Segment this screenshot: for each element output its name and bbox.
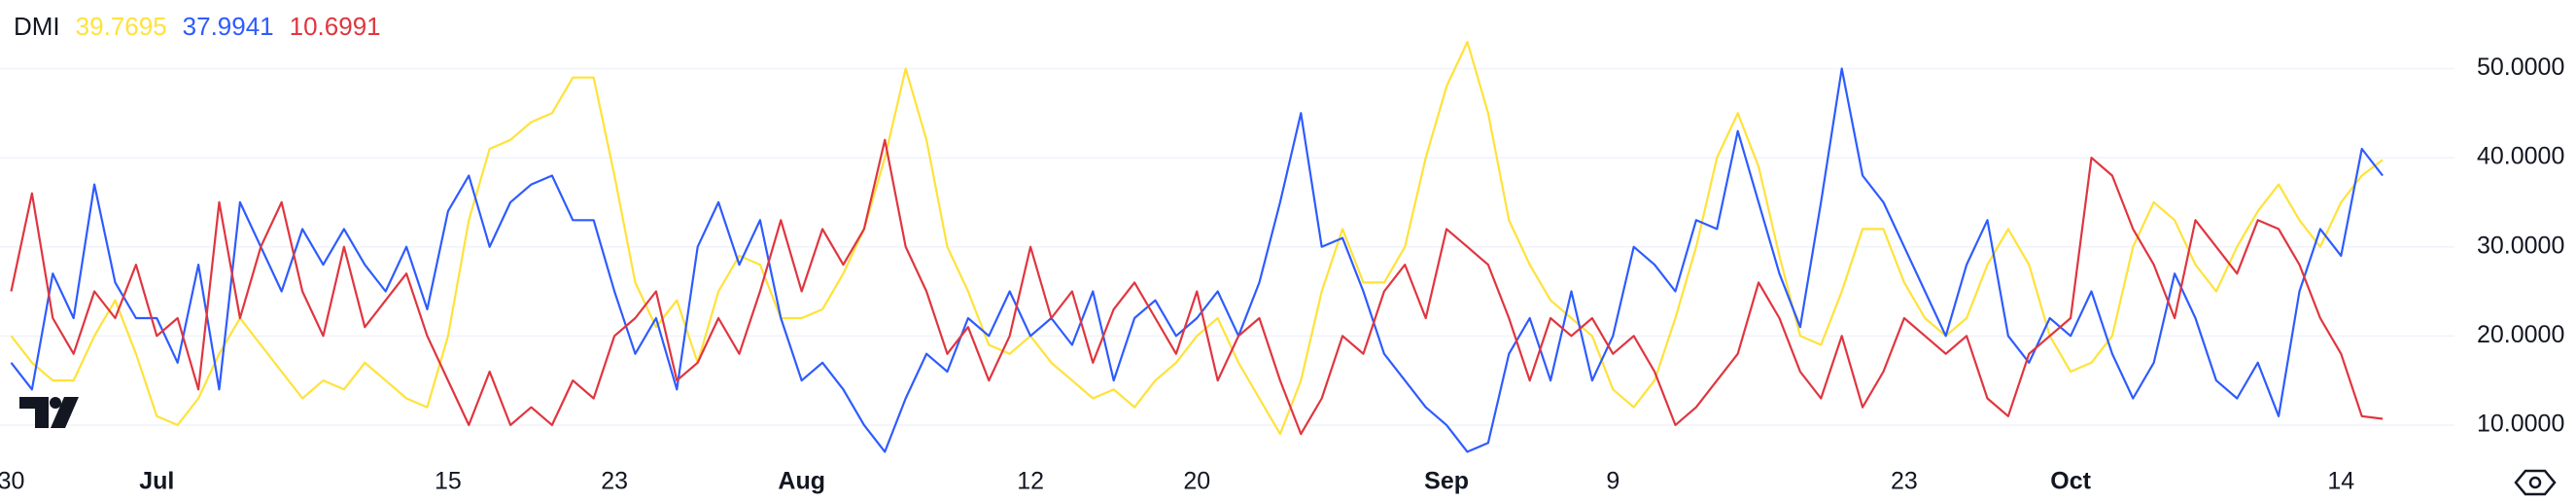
- legend-value: 39.7695: [75, 12, 167, 41]
- legend-value: 37.9941: [182, 12, 274, 41]
- legend: DMI 39.7695 37.9941 10.6991: [14, 12, 381, 42]
- indicator-name: DMI: [14, 12, 60, 41]
- y-tick-label: 40.0000: [2477, 143, 2564, 170]
- logo-part: [50, 397, 61, 409]
- y-tick-label: 20.0000: [2477, 321, 2564, 348]
- x-tick-label: Jul: [139, 468, 174, 495]
- x-tick-label: 20: [1183, 468, 1210, 495]
- x-tick-label: 9: [1606, 468, 1619, 495]
- x-tick-label: Oct: [2050, 468, 2091, 495]
- x-tick-label: 12: [1017, 468, 1044, 495]
- dmi-line: [10, 41, 2384, 436]
- x-tick-label: Sep: [1424, 468, 1469, 495]
- x-tick-label: Aug: [778, 468, 825, 495]
- y-tick-label: 50.0000: [2477, 54, 2564, 81]
- settings-shape[interactable]: [2514, 469, 2557, 496]
- settings-icon[interactable]: [2514, 469, 2557, 496]
- tv-logo: [19, 397, 79, 428]
- y-tick-label: 30.0000: [2477, 232, 2564, 259]
- logo-part: [51, 397, 79, 428]
- settings-center[interactable]: [2528, 476, 2542, 489]
- x-tick-label: 23: [601, 468, 628, 495]
- dmi-line: [10, 67, 2384, 453]
- plot: 10.0000 20.0000 30.0000 40.0000 50.0000 30 Jul…: [0, 41, 2564, 495]
- x-tick-label: 15: [435, 468, 462, 495]
- dmi-line: [10, 138, 2384, 436]
- x-tick-label: 23: [1891, 468, 1918, 495]
- x-tick-label: 30: [0, 468, 24, 495]
- x-tick-label: 14: [2327, 468, 2354, 495]
- y-tick-label: 10.0000: [2477, 411, 2564, 438]
- legend-value: 10.6991: [289, 12, 381, 41]
- logo-part: [19, 397, 49, 428]
